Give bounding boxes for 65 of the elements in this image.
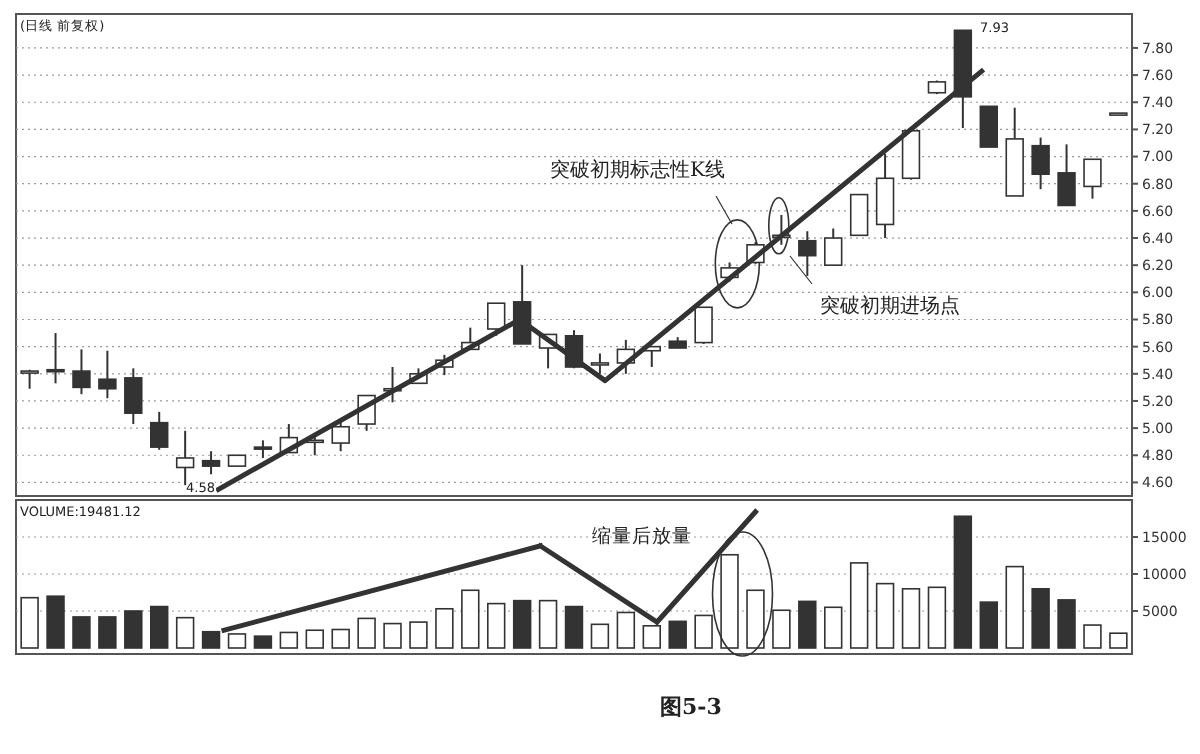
candlestick bbox=[1031, 136, 1050, 191]
bar bbox=[331, 628, 350, 649]
bar bbox=[927, 586, 947, 649]
bar bbox=[72, 616, 91, 649]
bar bbox=[901, 588, 921, 649]
candlestick bbox=[98, 349, 117, 400]
candlestick bbox=[1083, 158, 1102, 200]
bar bbox=[435, 607, 454, 649]
bar bbox=[175, 616, 195, 649]
bar bbox=[383, 622, 402, 649]
candlestick bbox=[124, 367, 143, 426]
bar bbox=[953, 515, 973, 649]
bar bbox=[305, 629, 324, 649]
bar bbox=[124, 610, 143, 649]
bar bbox=[979, 601, 998, 649]
bar bbox=[616, 611, 636, 649]
caption: 图5-3 bbox=[660, 694, 722, 720]
bar bbox=[201, 630, 221, 649]
candlestick bbox=[875, 152, 895, 240]
candlestick bbox=[46, 332, 65, 385]
annotation: 突破初期进场点 bbox=[820, 294, 960, 318]
bar bbox=[694, 614, 713, 649]
bar bbox=[590, 623, 610, 649]
bar bbox=[461, 589, 480, 649]
bar bbox=[720, 553, 739, 649]
bar bbox=[564, 605, 584, 649]
candlestick bbox=[798, 230, 817, 278]
bar bbox=[98, 616, 117, 649]
candlestick bbox=[1057, 143, 1076, 207]
candlestick bbox=[694, 306, 713, 345]
bar bbox=[357, 617, 376, 649]
bar bbox=[1057, 599, 1076, 649]
candlestick bbox=[150, 410, 169, 451]
bar bbox=[772, 609, 791, 649]
candlestick bbox=[901, 129, 921, 181]
bar bbox=[46, 595, 65, 649]
candlestick bbox=[824, 227, 843, 267]
annotation: 突破初期标志性K线 bbox=[550, 158, 725, 182]
bar bbox=[538, 599, 558, 649]
bar bbox=[227, 633, 247, 649]
candlestick bbox=[590, 352, 610, 375]
bar bbox=[668, 620, 687, 649]
bar bbox=[409, 621, 428, 649]
bar bbox=[642, 625, 661, 649]
bar bbox=[1083, 624, 1102, 649]
bar bbox=[798, 600, 817, 649]
bar bbox=[20, 596, 39, 649]
candlestick bbox=[72, 348, 91, 396]
candlestick bbox=[201, 450, 221, 476]
bar bbox=[824, 606, 843, 649]
bar bbox=[1031, 588, 1050, 649]
bar bbox=[253, 635, 273, 649]
bar bbox=[512, 599, 532, 649]
bar bbox=[279, 631, 299, 649]
bar bbox=[150, 605, 169, 649]
bar bbox=[875, 582, 895, 649]
annotation: 缩量后放量 bbox=[592, 524, 692, 548]
candlestick bbox=[849, 193, 869, 237]
bar bbox=[746, 589, 765, 649]
bar bbox=[487, 602, 506, 649]
bar bbox=[1109, 632, 1128, 649]
candlestick bbox=[331, 418, 350, 453]
bar bbox=[849, 562, 869, 649]
bar bbox=[1005, 565, 1024, 649]
candlestick bbox=[979, 105, 998, 148]
